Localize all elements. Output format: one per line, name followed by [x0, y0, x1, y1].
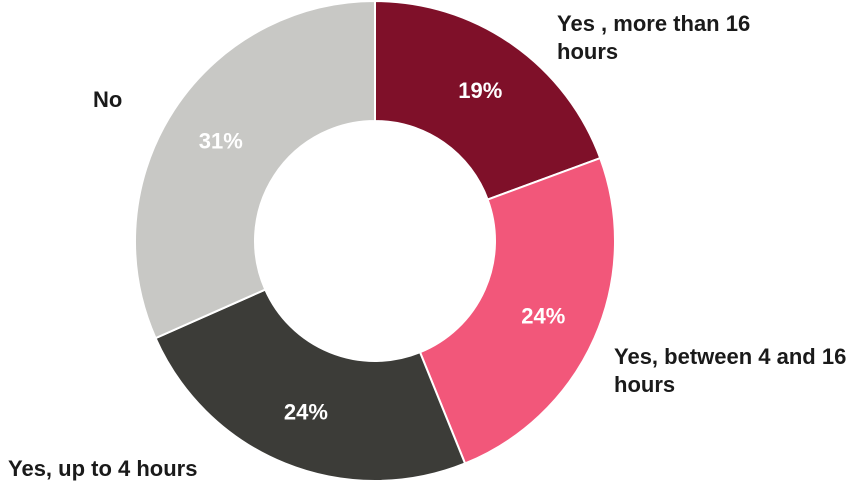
donut-slice-no: [134, 0, 376, 340]
slice-category-label-4-to-16: Yes, between 4 and 16 hours: [614, 344, 847, 397]
data-labels-group: 19% 24% 24% 31%: [199, 78, 566, 424]
data-label-more-than-16: 19%: [458, 78, 502, 103]
slice-category-label-more-than-16: Yes , more than 16 hours: [557, 11, 751, 64]
slice-category-label-no: No: [93, 87, 123, 112]
slice-category-label-up-to-4: Yes, up to 4 hours: [8, 456, 198, 481]
donut-slice-4-to-16: [418, 156, 616, 465]
data-label-4-to-16: 24%: [521, 303, 565, 328]
data-label-up-to-4: 24%: [284, 400, 328, 425]
data-label-no: 31%: [199, 129, 243, 154]
donut-slice-up-to-4: [154, 288, 467, 482]
slices-group: [134, 0, 616, 482]
donut-slice-more-than-16: [374, 0, 602, 201]
